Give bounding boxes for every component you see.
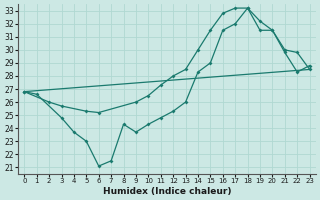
X-axis label: Humidex (Indice chaleur): Humidex (Indice chaleur) xyxy=(103,187,231,196)
